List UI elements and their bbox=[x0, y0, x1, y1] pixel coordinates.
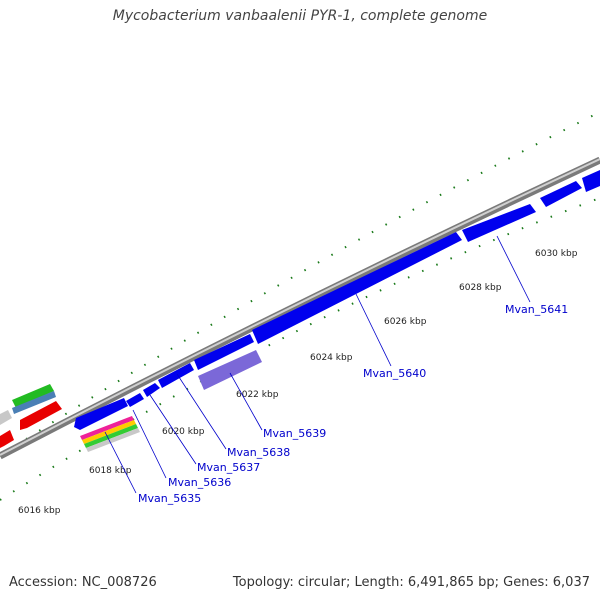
cds-next bbox=[582, 170, 600, 192]
kbp-label: 6026 kbp bbox=[384, 317, 427, 327]
gene-label: Mvan_5637 bbox=[197, 461, 260, 474]
cds-grey bbox=[0, 410, 12, 425]
gene-label-leaders bbox=[104, 235, 531, 494]
kbp-label: 6028 kbp bbox=[459, 283, 502, 293]
map-title: Mycobacterium vanbaalenii PYR-1, complet… bbox=[112, 8, 488, 24]
kbp-label: 6022 kbp bbox=[236, 390, 279, 400]
reverse-strand-genes bbox=[0, 384, 62, 448]
kbp-label: 6020 kbp bbox=[162, 427, 205, 437]
kbp-label: 6030 kbp bbox=[535, 249, 578, 259]
cds-mvan-5638 bbox=[158, 363, 194, 388]
cds-mvan-5639 bbox=[194, 334, 254, 370]
cds-mvan-5637 bbox=[143, 383, 160, 397]
outer-tick-ring bbox=[0, 111, 600, 457]
kbp-label: 6018 kbp bbox=[89, 466, 132, 476]
cds-next bbox=[540, 181, 582, 207]
cds-mvan-5635 bbox=[74, 398, 128, 430]
cds-mvan-5640 bbox=[252, 232, 462, 344]
inner-tick-ring bbox=[0, 197, 600, 501]
kbp-label: 6024 kbp bbox=[310, 353, 353, 363]
gene-label: Mvan_5641 bbox=[505, 303, 568, 316]
multicolor-feature bbox=[80, 416, 140, 452]
gene-label: Mvan_5638 bbox=[227, 446, 290, 459]
cds-red bbox=[0, 430, 14, 448]
highlighted-feature bbox=[198, 350, 262, 390]
cds-red bbox=[20, 401, 62, 430]
cds-green bbox=[12, 384, 54, 408]
gene-label: Mvan_5636 bbox=[168, 476, 231, 489]
kbp-label: 6016 kbp bbox=[18, 506, 61, 516]
cds-mvan-5636 bbox=[126, 393, 144, 407]
cds-mvan-5641 bbox=[462, 204, 536, 242]
genome-summary-text: Topology: circular; Length: 6,491,865 bp… bbox=[232, 575, 590, 590]
accession-text: Accession: NC_008726 bbox=[9, 575, 157, 590]
kbp-labels: 6016 kbp 6018 kbp 6020 kbp 6022 kbp 6024… bbox=[18, 249, 578, 516]
gene-label: Mvan_5640 bbox=[363, 367, 426, 380]
gene-labels: Mvan_5635 Mvan_5636 Mvan_5637 Mvan_5638 … bbox=[138, 303, 568, 505]
gene-label: Mvan_5635 bbox=[138, 492, 201, 505]
forward-strand-genes bbox=[74, 170, 600, 430]
cds-steel bbox=[12, 391, 56, 414]
gene-label: Mvan_5639 bbox=[263, 427, 326, 440]
